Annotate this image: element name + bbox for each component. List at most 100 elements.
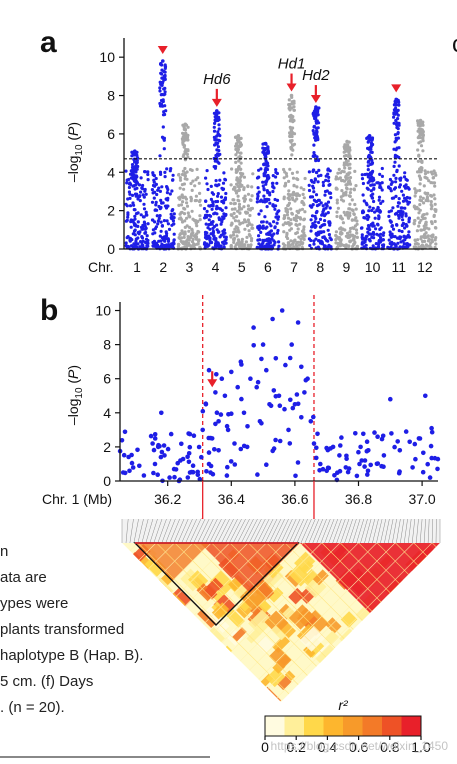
- snp-point: [422, 213, 426, 217]
- snp-point: [416, 159, 420, 163]
- panel-b-ylabel-sub: 10: [74, 387, 85, 399]
- snp-point: [326, 211, 330, 215]
- snp-point: [405, 195, 409, 200]
- snp-point: [335, 210, 339, 214]
- snp-point: [261, 180, 265, 184]
- snp-point: [263, 147, 267, 151]
- snp-point: [372, 430, 377, 435]
- snp-point: [216, 130, 220, 134]
- snp-point: [408, 196, 412, 200]
- snp-point: [210, 207, 214, 211]
- snp-point: [317, 168, 321, 172]
- snp-point: [282, 216, 286, 221]
- snp-point: [264, 462, 269, 468]
- snp-point: [124, 219, 128, 223]
- snp-point: [292, 101, 296, 105]
- snp-point: [129, 225, 133, 229]
- snp-point: [433, 197, 437, 201]
- snp-point: [429, 181, 433, 185]
- snp-point: [419, 199, 423, 203]
- ld-cell: [156, 679, 180, 702]
- y-tick-label: 4: [107, 164, 115, 180]
- snp-point: [393, 133, 397, 137]
- snp-point: [122, 429, 128, 435]
- snp-point: [156, 188, 160, 192]
- ld-cell: [149, 682, 172, 702]
- snp-point: [422, 184, 426, 188]
- snp-point: [382, 231, 386, 235]
- snp-point: [403, 226, 407, 230]
- snp-point: [340, 198, 344, 202]
- snp-point: [216, 145, 220, 149]
- snp-point: [217, 161, 221, 165]
- snp-point: [302, 225, 306, 229]
- y-tick-label: 2: [107, 203, 115, 219]
- snp-point: [265, 220, 269, 224]
- snp-point: [192, 218, 196, 222]
- snp-point: [264, 159, 268, 163]
- snp-point: [180, 172, 185, 177]
- snp-point: [168, 169, 172, 173]
- snp-point: [314, 111, 318, 115]
- snp-point: [427, 179, 431, 183]
- snp-point: [211, 200, 215, 204]
- snp-point: [316, 158, 321, 163]
- snp-point: [235, 234, 239, 238]
- snp-point: [234, 153, 238, 157]
- snp-point: [355, 219, 359, 223]
- snp-point: [194, 221, 199, 225]
- snp-point: [205, 169, 209, 173]
- snp-connector: [364, 518, 372, 544]
- snp-point: [159, 104, 163, 108]
- ld-cell: [378, 686, 404, 702]
- snp-point: [294, 216, 298, 220]
- snp-point: [165, 191, 169, 195]
- snp-point: [405, 242, 409, 246]
- snp-point: [219, 244, 223, 248]
- snp-point: [395, 439, 401, 444]
- snp-point: [179, 236, 183, 240]
- snp-point: [232, 238, 236, 242]
- snp-point: [350, 218, 354, 222]
- snp-point: [195, 167, 199, 171]
- snp-point: [276, 210, 280, 214]
- snp-point: [150, 441, 155, 446]
- snp-point: [366, 160, 370, 164]
- snp-point: [146, 238, 150, 243]
- snp-point: [416, 123, 420, 127]
- ld-cell: [353, 641, 376, 665]
- snp-point: [314, 237, 318, 241]
- panel-b-ylabel-p: (: [65, 379, 81, 388]
- snp-connector: [268, 518, 282, 544]
- snp-point: [289, 218, 293, 222]
- snp-point: [326, 465, 332, 471]
- snp-point: [217, 216, 221, 220]
- peak-point: [367, 134, 372, 138]
- snp-point: [141, 215, 146, 219]
- peak-point: [314, 105, 318, 109]
- snp-point: [186, 125, 190, 129]
- snp-point: [230, 207, 234, 211]
- colorbar-title: r²: [338, 697, 349, 713]
- snp-point: [295, 231, 299, 235]
- ld-cell: [380, 669, 401, 689]
- snp-point: [133, 160, 137, 164]
- snp-connector: [380, 518, 387, 544]
- snp-point: [165, 185, 169, 189]
- peak-point: [236, 134, 241, 138]
- snp-point: [295, 185, 299, 189]
- snp-point: [236, 189, 241, 193]
- snp-point: [366, 227, 370, 231]
- snp-point: [159, 198, 163, 202]
- snp-point: [292, 108, 296, 112]
- snp-point: [133, 153, 137, 157]
- snp-point: [289, 222, 293, 226]
- snp-point: [221, 187, 225, 192]
- snp-point: [397, 103, 401, 107]
- snp-point: [361, 209, 365, 213]
- snp-point: [272, 243, 276, 247]
- snp-point: [434, 236, 438, 240]
- snp-point: [311, 168, 316, 172]
- snp-point: [380, 188, 384, 192]
- snp-point: [254, 384, 259, 390]
